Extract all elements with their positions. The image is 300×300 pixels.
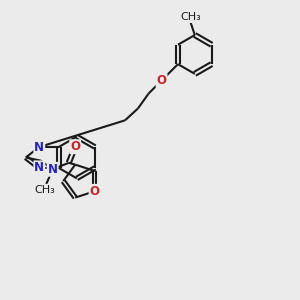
Text: O: O (70, 140, 80, 153)
Text: N: N (34, 161, 44, 174)
Text: N: N (34, 140, 44, 154)
Text: O: O (90, 185, 100, 198)
Text: CH₃: CH₃ (34, 185, 55, 195)
Text: N: N (48, 163, 58, 176)
Text: CH₃: CH₃ (180, 12, 201, 22)
Text: O: O (157, 74, 166, 87)
